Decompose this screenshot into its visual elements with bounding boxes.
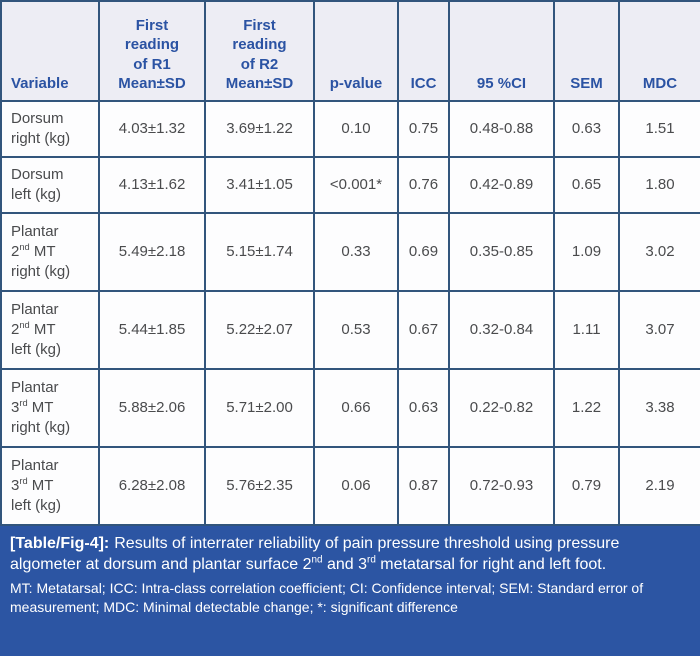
cell-sem: 0.79 [553,446,620,526]
cell-icc: 0.63 [397,368,450,448]
cell-variable: Dorsum left (kg) [0,156,100,214]
cell-mdc: 3.02 [618,212,700,292]
cell-icc: 0.67 [397,290,450,370]
cell-ci: 0.72-0.93 [448,446,555,526]
cell-p-value: 0.66 [313,368,399,448]
cell-r2: 3.69±1.22 [204,100,315,158]
table-row: Plantar 3rd MT right (kg) 5.88±2.06 5.71… [0,368,700,448]
cell-variable: Plantar 2nd MT left (kg) [0,290,100,370]
cell-mdc: 3.38 [618,368,700,448]
cell-r2: 5.15±1.74 [204,212,315,292]
cell-mdc: 1.51 [618,100,700,158]
cell-p-value: 0.33 [313,212,399,292]
col-header-p-value: p-value [313,0,399,102]
table-row: Dorsum right (kg) 4.03±1.32 3.69±1.22 0.… [0,100,700,158]
caption-text: Results of interrater reliability of pai… [10,535,620,573]
table-row: Plantar 3rd MT left (kg) 6.28±2.08 5.76±… [0,446,700,526]
cell-r1: 4.03±1.32 [98,100,206,158]
cell-p-value: 0.53 [313,290,399,370]
col-header-ci: 95 %CI [448,0,555,102]
table-row: Plantar 2nd MT right (kg) 5.49±2.18 5.15… [0,212,700,292]
cell-icc: 0.87 [397,446,450,526]
cell-sem: 1.09 [553,212,620,292]
cell-variable: Plantar 3rd MT right (kg) [0,368,100,448]
cell-r1: 4.13±1.62 [98,156,206,214]
cell-sem: 0.65 [553,156,620,214]
cell-p-value: 0.06 [313,446,399,526]
cell-variable: Dorsum right (kg) [0,100,100,158]
table-caption: [Table/Fig-4]: Results of interrater reli… [10,534,690,576]
cell-sem: 1.22 [553,368,620,448]
table-header-row: Variable First reading of R1 Mean±SD Fir… [0,0,700,102]
cell-r1: 5.88±2.06 [98,368,206,448]
col-header-icc: ICC [397,0,450,102]
cell-icc: 0.69 [397,212,450,292]
col-header-r1: First reading of R1 Mean±SD [98,0,206,102]
cell-r2: 5.22±2.07 [204,290,315,370]
reliability-table: Variable First reading of R1 Mean±SD Fir… [0,0,700,526]
cell-icc: 0.76 [397,156,450,214]
col-header-sem: SEM [553,0,620,102]
cell-r2: 5.76±2.35 [204,446,315,526]
cell-mdc: 1.80 [618,156,700,214]
cell-mdc: 2.19 [618,446,700,526]
cell-variable: Plantar 2nd MT right (kg) [0,212,100,292]
abbreviations-text: MT: Metatarsal; ICC: Intra-class correla… [10,579,644,616]
cell-ci: 0.35-0.85 [448,212,555,292]
col-header-r2: First reading of R2 Mean±SD [204,0,315,102]
cell-p-value: <0.001* [313,156,399,214]
cell-r1: 5.44±1.85 [98,290,206,370]
cell-r2: 5.71±2.00 [204,368,315,448]
cell-r2: 3.41±1.05 [204,156,315,214]
col-header-mdc: MDC [618,0,700,102]
table-caption-band: [Table/Fig-4]: Results of interrater reli… [0,526,700,656]
cell-mdc: 3.07 [618,290,700,370]
cell-ci: 0.22-0.82 [448,368,555,448]
col-header-variable: Variable [0,0,100,102]
cell-ci: 0.42-0.89 [448,156,555,214]
caption-label: [Table/Fig-4]: [10,535,110,552]
cell-r1: 5.49±2.18 [98,212,206,292]
cell-p-value: 0.10 [313,100,399,158]
table-row: Dorsum left (kg) 4.13±1.62 3.41±1.05 <0.… [0,156,700,214]
cell-sem: 1.11 [553,290,620,370]
cell-sem: 0.63 [553,100,620,158]
cell-ci: 0.48-0.88 [448,100,555,158]
cell-variable: Plantar 3rd MT left (kg) [0,446,100,526]
cell-ci: 0.32-0.84 [448,290,555,370]
cell-r1: 6.28±2.08 [98,446,206,526]
cell-icc: 0.75 [397,100,450,158]
table-row: Plantar 2nd MT left (kg) 5.44±1.85 5.22±… [0,290,700,370]
